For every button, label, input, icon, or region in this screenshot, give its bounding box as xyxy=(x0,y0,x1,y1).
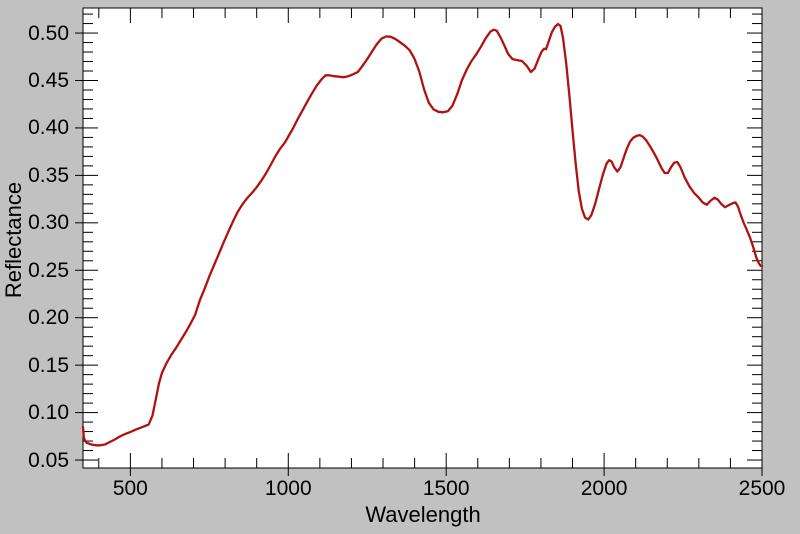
plot-frame xyxy=(82,7,763,469)
y-tick-label: 0.40 xyxy=(28,116,69,140)
y-tick-label: 0.35 xyxy=(28,163,69,187)
y-tick-label: 0.50 xyxy=(28,21,69,45)
x-tick-label: 2500 xyxy=(738,477,786,500)
x-tick-label: 1000 xyxy=(264,477,312,500)
x-tick-label: 500 xyxy=(112,477,148,500)
major-ticks xyxy=(75,8,763,476)
x-tick-label: 1500 xyxy=(422,477,470,500)
y-axis-title: Reflectance xyxy=(1,181,26,299)
y-tick-label: 0.15 xyxy=(28,353,69,377)
minor-ticks xyxy=(83,8,762,468)
y-tick-label: 0.10 xyxy=(28,401,69,425)
spectrum-curve xyxy=(81,22,764,447)
plot-area xyxy=(83,8,762,468)
y-tick-label: 0.05 xyxy=(28,448,69,472)
y-tick-label: 0.25 xyxy=(28,258,69,282)
y-tick-label: 0.30 xyxy=(28,211,69,235)
x-axis-title: Wavelength xyxy=(365,502,481,527)
y-tick-label: 0.45 xyxy=(28,68,69,92)
x-tick-label: 2000 xyxy=(580,477,628,500)
y-tick-label: 0.20 xyxy=(28,306,69,330)
